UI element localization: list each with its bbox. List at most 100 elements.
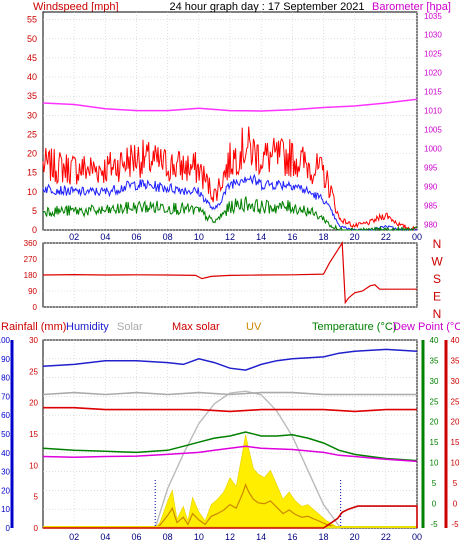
dewpoint-tick: 15 xyxy=(451,438,460,447)
windspeed-tick: 55 xyxy=(27,15,37,25)
barometer-tick: 1010 xyxy=(424,107,442,116)
dewpoint-tick: 5 xyxy=(453,479,458,488)
legend-humidity: Humidity xyxy=(66,321,109,333)
dewpoint-tick: 10 xyxy=(451,459,460,468)
direction-tick: 0 xyxy=(33,303,38,312)
x-tick-label: 10 xyxy=(194,232,204,242)
compass-label: E xyxy=(433,290,441,304)
legend-max-solar: Max solar xyxy=(172,321,220,333)
x-tick-label: 16 xyxy=(287,532,297,542)
dewpoint-tick: 35 xyxy=(451,356,460,365)
barometer-tick: 1020 xyxy=(424,69,442,78)
dewpoint-tick: 20 xyxy=(451,418,460,427)
humidity-tick: 80 xyxy=(1,374,10,383)
barometer-tick: 985 xyxy=(424,201,438,210)
legend-dew-point: Dew Point (°C) xyxy=(393,321,460,333)
temperature-tick: 0 xyxy=(432,499,437,508)
x-tick-label: 08 xyxy=(163,532,173,542)
humidity-tick: 20 xyxy=(1,486,10,495)
direction-tick: 90 xyxy=(28,287,37,296)
x-tick-label: 02 xyxy=(69,532,79,542)
windspeed-tick: 45 xyxy=(27,53,37,63)
wind-panel-grid xyxy=(43,12,418,231)
compass-label: N xyxy=(433,307,442,321)
wind-panel-x-ticks: 02 04 06 08 10 12 14 16 18 20 22 00 xyxy=(69,232,422,242)
windspeed-tick: 5 xyxy=(32,206,37,216)
barometer-series xyxy=(42,98,418,112)
dewpoint-tick: 0 xyxy=(453,499,458,508)
legend-rainfall: Rainfall (mm) xyxy=(1,321,66,333)
humidity-tick: 10 xyxy=(1,505,10,514)
humidity-tick: 70 xyxy=(1,392,10,401)
barometer-tick-labels: 980 985 990 995 1000 1005 1010 1015 1020 1025 1030… xyxy=(424,12,442,230)
humidity-tick: 50 xyxy=(1,430,10,439)
dewpoint-tick: 30 xyxy=(451,377,460,386)
humidity-tick: 40 xyxy=(1,449,10,458)
x-tick-label: 08 xyxy=(163,232,173,242)
uv-series xyxy=(154,483,340,529)
temperature-tick: 20 xyxy=(430,418,439,427)
x-tick-label: 20 xyxy=(350,232,360,242)
windspeed-tick: 10 xyxy=(27,187,37,197)
windspeed-tick: 25 xyxy=(27,129,37,139)
x-tick-label: 00 xyxy=(412,232,422,242)
barometer-tick: 1025 xyxy=(424,50,442,59)
barometer-tick: 980 xyxy=(424,220,438,229)
legend-uv: UV xyxy=(246,321,262,333)
direction-tick-labels: 0 90 180 270 360 xyxy=(24,239,38,312)
direction-tick: 360 xyxy=(24,239,38,248)
x-tick-label: 16 xyxy=(287,232,297,242)
compass-label: N xyxy=(433,237,442,251)
rain-tick: 15 xyxy=(29,430,38,439)
humidity-tick: 30 xyxy=(1,468,10,477)
x-tick-label: 04 xyxy=(100,532,110,542)
temperature-tick: 30 xyxy=(430,377,439,386)
direction-tick: 180 xyxy=(24,271,38,280)
dewpoint-tick: 25 xyxy=(451,397,460,406)
max-solar-curve xyxy=(154,390,342,529)
temperature-tick: -5 xyxy=(430,520,438,529)
humidity-series xyxy=(42,348,418,371)
humidity-tick: 100 xyxy=(0,336,11,345)
windspeed-tick-labels: 0 5 10 15 20 25 30 35 40 45 50 55 xyxy=(27,15,37,235)
barometer-tick: 1015 xyxy=(424,88,442,97)
barometer-tick: 1000 xyxy=(424,144,442,153)
humidity-tick: 90 xyxy=(1,355,10,364)
barometer-tick: 995 xyxy=(424,163,438,172)
x-tick-label: 02 xyxy=(69,232,79,242)
wind-direction-series xyxy=(42,241,417,305)
x-tick-label: 22 xyxy=(381,232,391,242)
x-tick-label: 06 xyxy=(131,232,141,242)
windspeed-tick: 40 xyxy=(27,72,37,82)
humidity-tick: 0 xyxy=(6,524,11,533)
min-windspeed-series xyxy=(42,196,418,232)
barometer-tick: 1005 xyxy=(424,126,442,135)
max-solar-series xyxy=(43,406,417,413)
temperature-tick: 15 xyxy=(430,438,439,447)
rain-tick: 20 xyxy=(29,399,38,408)
x-tick-label: 14 xyxy=(256,232,266,242)
windspeed-tick: 35 xyxy=(27,91,37,101)
dewpoint-tick: -5 xyxy=(451,520,459,529)
climate-axis-tick-labels: 0102030405060708090100051015202530-50510… xyxy=(0,336,460,533)
windspeed-tick: 15 xyxy=(27,168,37,178)
rainfall-series xyxy=(43,505,418,529)
compass-label: W xyxy=(431,255,443,269)
wind-panel-series xyxy=(42,98,418,232)
barometer-axis-label: Barometer [hpa] xyxy=(372,1,451,13)
average-windspeed-series xyxy=(42,173,418,231)
temperature-tick: 25 xyxy=(430,397,439,406)
compass-label: S xyxy=(433,272,441,286)
rain-tick: 5 xyxy=(34,493,39,502)
x-tick-label: 04 xyxy=(100,232,110,242)
solar-area xyxy=(154,434,341,529)
windspeed-tick: 50 xyxy=(27,34,37,44)
gust-series xyxy=(42,126,418,232)
chart-title: 24 hour graph day : 17 September 2021 xyxy=(169,1,364,13)
barometer-tick: 1035 xyxy=(424,12,442,21)
temperature-tick: 40 xyxy=(430,336,439,345)
x-tick-label: 00 xyxy=(412,532,422,542)
humidity-tick: 60 xyxy=(1,411,10,420)
temperature-tick: 5 xyxy=(432,479,437,488)
